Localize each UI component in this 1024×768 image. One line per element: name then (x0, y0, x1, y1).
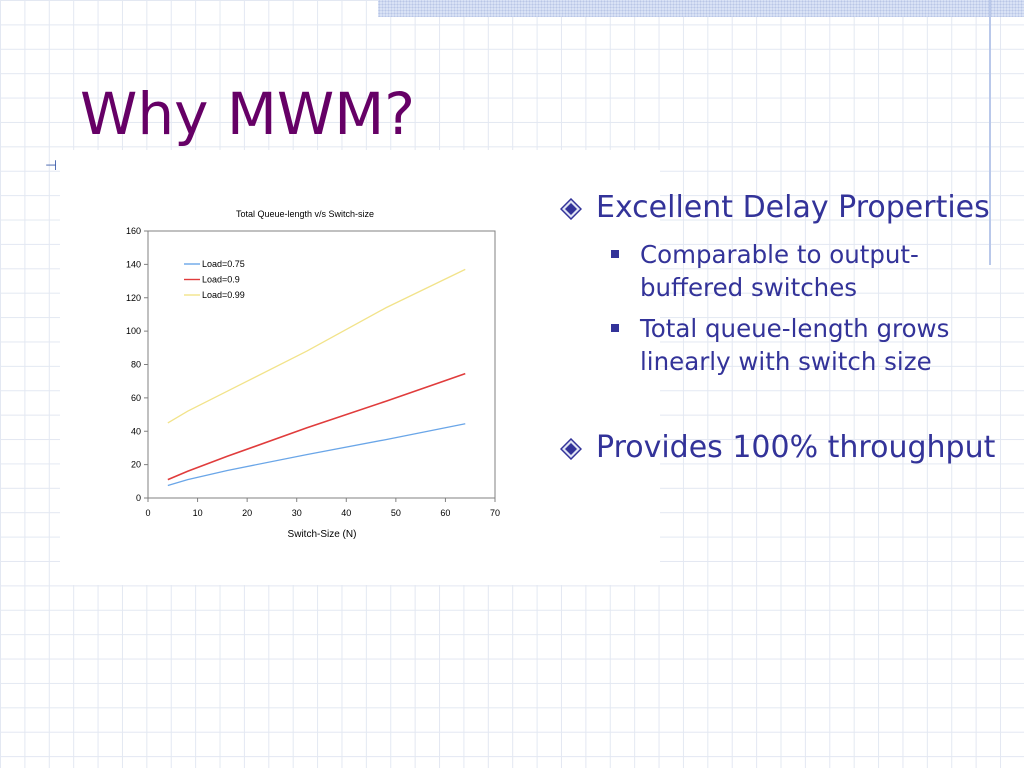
x-tick-label: 20 (242, 508, 252, 518)
y-tick-label: 140 (126, 259, 141, 269)
y-tick-label: 80 (131, 360, 141, 370)
y-tick-label: 160 (126, 226, 141, 236)
x-tick-label: 50 (391, 508, 401, 518)
legend-label: Load=0.99 (202, 290, 245, 300)
y-tick-label: 60 (131, 393, 141, 403)
header-decoration-rule (989, 0, 991, 265)
y-tick-label: 100 (126, 326, 141, 336)
x-tick-label: 70 (490, 508, 500, 518)
x-axis-label: Switch-Size (N) (288, 529, 357, 540)
series-line-3 (167, 268, 466, 424)
bullet-text: Excellent Delay Properties (596, 190, 990, 225)
x-tick-label: 10 (193, 508, 203, 518)
series-line-2 (167, 372, 466, 481)
bullet-item: Provides 100% throughput (558, 428, 998, 468)
x-tick-label: 0 (145, 508, 150, 518)
y-tick-label: 40 (131, 426, 141, 436)
y-tick-label: 0 (136, 493, 141, 503)
y-tick-label: 120 (126, 293, 141, 303)
queue-length-chart: Total Queue-length v/s Switch-size 0 20 40… (126, 209, 500, 540)
x-tick-label: 30 (292, 508, 302, 518)
square-bullet-icon (611, 324, 619, 332)
series-line-1 (167, 423, 466, 487)
sub-bullet-list: Comparable to output-buffered switches T… (558, 238, 998, 378)
header-decoration-band (378, 0, 1024, 17)
sub-bullet-text: Comparable to output-buffered switches (640, 240, 919, 302)
y-tick-label: 20 (131, 460, 141, 470)
x-tick-label: 60 (440, 508, 450, 518)
x-tick-label: 40 (341, 508, 351, 518)
diamond-bullet-icon (560, 438, 582, 460)
decorative-mark: ⊣ (45, 158, 58, 174)
chart-title: Total Queue-length v/s Switch-size (236, 209, 374, 219)
slide-title: Why MWM? (80, 80, 416, 148)
chart-panel: Total Queue-length v/s Switch-size 0 20 40… (60, 150, 660, 585)
legend-label: Load=0.9 (202, 275, 240, 285)
square-bullet-icon (611, 250, 619, 258)
bullet-text: Provides 100% throughput (596, 430, 996, 465)
sub-bullet-text: Total queue-length grows linearly with s… (640, 314, 950, 376)
plot-frame (147, 230, 496, 499)
legend-label: Load=0.75 (202, 259, 245, 269)
sub-bullet-item: Comparable to output-buffered switches (558, 238, 998, 304)
bullet-list: Excellent Delay Properties Comparable to… (558, 188, 998, 468)
sub-bullet-item: Total queue-length grows linearly with s… (558, 312, 998, 378)
bullet-item: Excellent Delay Properties (558, 188, 998, 228)
diamond-bullet-icon (560, 198, 582, 220)
